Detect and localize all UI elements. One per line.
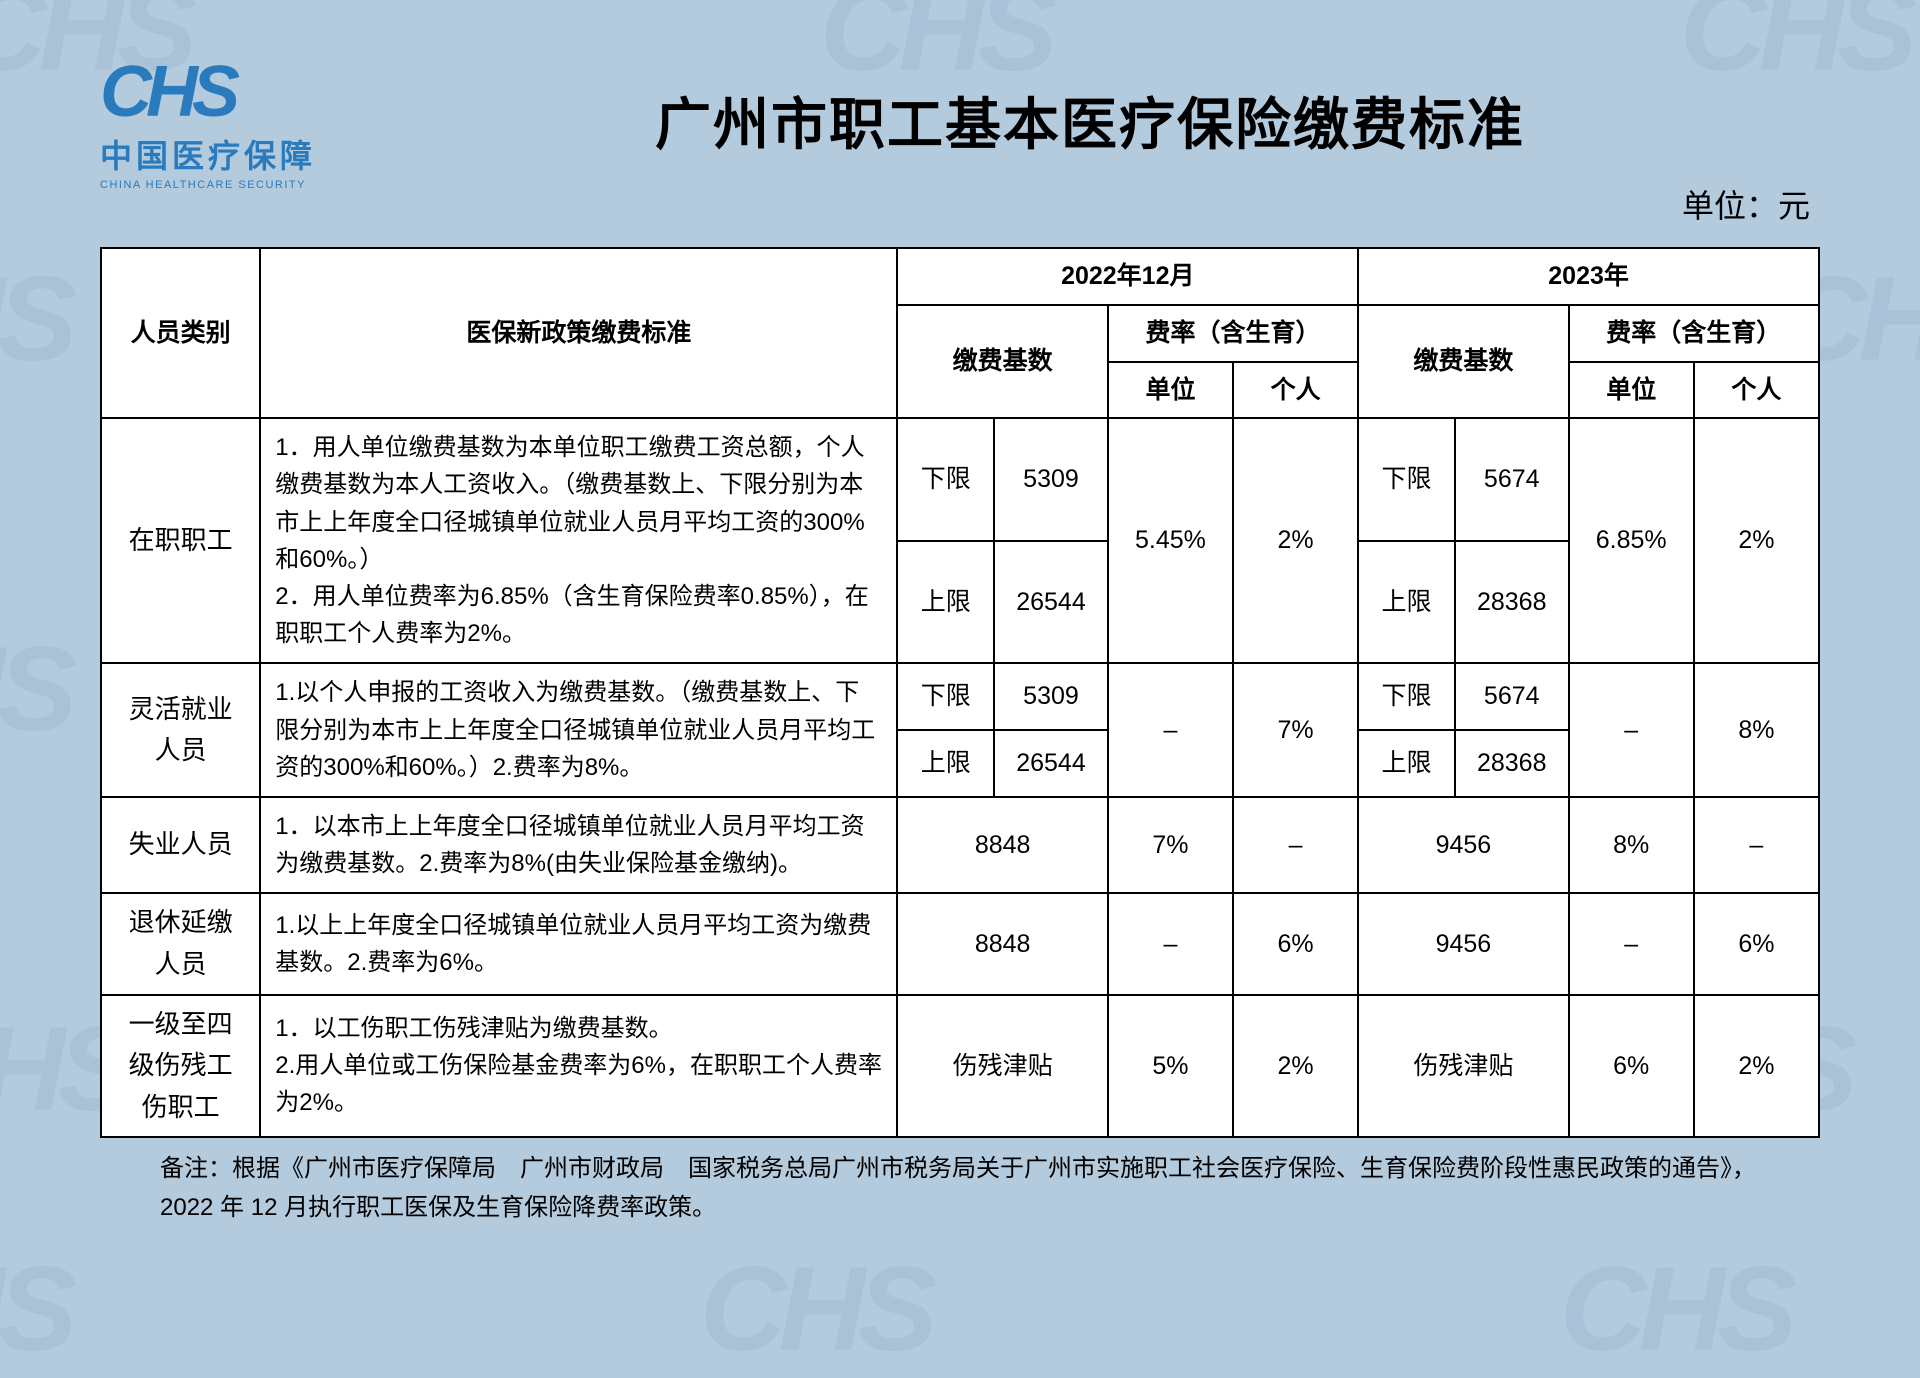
payment-standard-table: 人员类别 医保新政策缴费标准 2022年12月 2023年 缴费基数 费率（含生… bbox=[100, 247, 1820, 1138]
cell-value: 2% bbox=[1233, 995, 1358, 1138]
cell-value: – bbox=[1569, 893, 1694, 994]
cell-value: 5% bbox=[1108, 995, 1233, 1138]
footnote: 备注：根据《广州市医疗保障局 广州市财政局 国家税务总局广州市税务局关于广州市实… bbox=[100, 1150, 1820, 1227]
cell-value: 8848 bbox=[897, 797, 1107, 893]
cell-upper-label: 上限 bbox=[1358, 541, 1455, 664]
th-standard: 医保新政策缴费标准 bbox=[260, 248, 897, 418]
cell-value: 8% bbox=[1569, 797, 1694, 893]
cell-value: 伤残津贴 bbox=[897, 995, 1107, 1138]
th-base1: 缴费基数 bbox=[897, 305, 1107, 419]
cell-desc: 1.以上上年度全口径城镇单位就业人员月平均工资为缴费基数。2.费率为6%。 bbox=[260, 893, 897, 994]
th-base2: 缴费基数 bbox=[1358, 305, 1568, 419]
cell-value: – bbox=[1108, 893, 1233, 994]
cell-desc: 1．以工伤职工伤残津贴为缴费基数。 2.用人单位或工伤保险基金费率为6%，在职职… bbox=[260, 995, 897, 1138]
logo: CHS 中国医疗保障 CHINA HEALTHCARE SECURITY bbox=[100, 60, 360, 191]
cell-lower-label: 下限 bbox=[1358, 418, 1455, 541]
cell-upper-label: 上限 bbox=[897, 541, 994, 664]
cell-value: 2% bbox=[1694, 995, 1819, 1138]
cell-upper-label: 上限 bbox=[897, 730, 994, 797]
cell-value: 7% bbox=[1108, 797, 1233, 893]
cell-value: – bbox=[1694, 797, 1819, 893]
th-rate2: 费率（含生育） bbox=[1569, 305, 1819, 362]
cell-cat: 在职职工 bbox=[101, 418, 260, 663]
unit-label: 单位：元 bbox=[360, 181, 1820, 227]
cell-upper-label: 上限 bbox=[1358, 730, 1455, 797]
cell-value: 9456 bbox=[1358, 797, 1568, 893]
logo-abbrev: CHS bbox=[100, 60, 360, 125]
cell-value: 26544 bbox=[994, 541, 1108, 664]
table-row: 在职职工 1．用人单位缴费基数为本单位职工缴费工资总额，个人缴费基数为本人工资收… bbox=[101, 418, 1819, 541]
cell-value: 2% bbox=[1233, 418, 1358, 663]
th-unit2: 单位 bbox=[1569, 362, 1694, 419]
cell-value: 5674 bbox=[1455, 663, 1569, 730]
cell-value: 8% bbox=[1694, 663, 1819, 797]
cell-value: 9456 bbox=[1358, 893, 1568, 994]
cell-value: 7% bbox=[1233, 663, 1358, 797]
page-title: 广州市职工基本医疗保险缴费标准 bbox=[360, 80, 1820, 161]
table-row: 灵活就业人员 1.以个人申报的工资收入为缴费基数。（缴费基数上、下限分别为本市上… bbox=[101, 663, 1819, 730]
th-period1: 2022年12月 bbox=[897, 248, 1358, 305]
cell-desc: 1．用人单位缴费基数为本单位职工缴费工资总额，个人缴费基数为本人工资收入。（缴费… bbox=[260, 418, 897, 663]
table-row: 退休延缴人员 1.以上上年度全口径城镇单位就业人员月平均工资为缴费基数。2.费率… bbox=[101, 893, 1819, 994]
cell-cat: 灵活就业人员 bbox=[101, 663, 260, 797]
header: CHS 中国医疗保障 CHINA HEALTHCARE SECURITY 广州市… bbox=[100, 60, 1820, 227]
cell-desc: 1.以个人申报的工资收入为缴费基数。（缴费基数上、下限分别为本市上上年度全口径城… bbox=[260, 663, 897, 797]
cell-value: 5309 bbox=[994, 663, 1108, 730]
cell-lower-label: 下限 bbox=[1358, 663, 1455, 730]
th-person1: 个人 bbox=[1233, 362, 1358, 419]
cell-value: – bbox=[1233, 797, 1358, 893]
cell-lower-label: 下限 bbox=[897, 418, 994, 541]
cell-value: 5.45% bbox=[1108, 418, 1233, 663]
cell-value: 8848 bbox=[897, 893, 1107, 994]
table-row: 一级至四级伤残工伤职工 1．以工伤职工伤残津贴为缴费基数。 2.用人单位或工伤保… bbox=[101, 995, 1819, 1138]
th-period2: 2023年 bbox=[1358, 248, 1819, 305]
cell-value: 伤残津贴 bbox=[1358, 995, 1568, 1138]
cell-value: 5674 bbox=[1455, 418, 1569, 541]
cell-value: 6% bbox=[1569, 995, 1694, 1138]
cell-value: – bbox=[1108, 663, 1233, 797]
cell-value: 28368 bbox=[1455, 541, 1569, 664]
cell-cat: 失业人员 bbox=[101, 797, 260, 893]
th-rate1: 费率（含生育） bbox=[1108, 305, 1358, 362]
th-unit1: 单位 bbox=[1108, 362, 1233, 419]
cell-value: 6% bbox=[1694, 893, 1819, 994]
cell-cat: 退休延缴人员 bbox=[101, 893, 260, 994]
th-category: 人员类别 bbox=[101, 248, 260, 418]
cell-value: – bbox=[1569, 663, 1694, 797]
cell-value: 2% bbox=[1694, 418, 1819, 663]
cell-desc: 1．以本市上上年度全口径城镇单位就业人员月平均工资为缴费基数。2.费率为8%(由… bbox=[260, 797, 897, 893]
cell-cat: 一级至四级伤残工伤职工 bbox=[101, 995, 260, 1138]
cell-lower-label: 下限 bbox=[897, 663, 994, 730]
cell-value: 6.85% bbox=[1569, 418, 1694, 663]
cell-value: 6% bbox=[1233, 893, 1358, 994]
th-person2: 个人 bbox=[1694, 362, 1819, 419]
cell-value: 28368 bbox=[1455, 730, 1569, 797]
cell-value: 26544 bbox=[994, 730, 1108, 797]
cell-value: 5309 bbox=[994, 418, 1108, 541]
table-row: 失业人员 1．以本市上上年度全口径城镇单位就业人员月平均工资为缴费基数。2.费率… bbox=[101, 797, 1819, 893]
logo-cn: 中国医疗保障 bbox=[100, 131, 360, 177]
logo-en: CHINA HEALTHCARE SECURITY bbox=[100, 179, 360, 191]
